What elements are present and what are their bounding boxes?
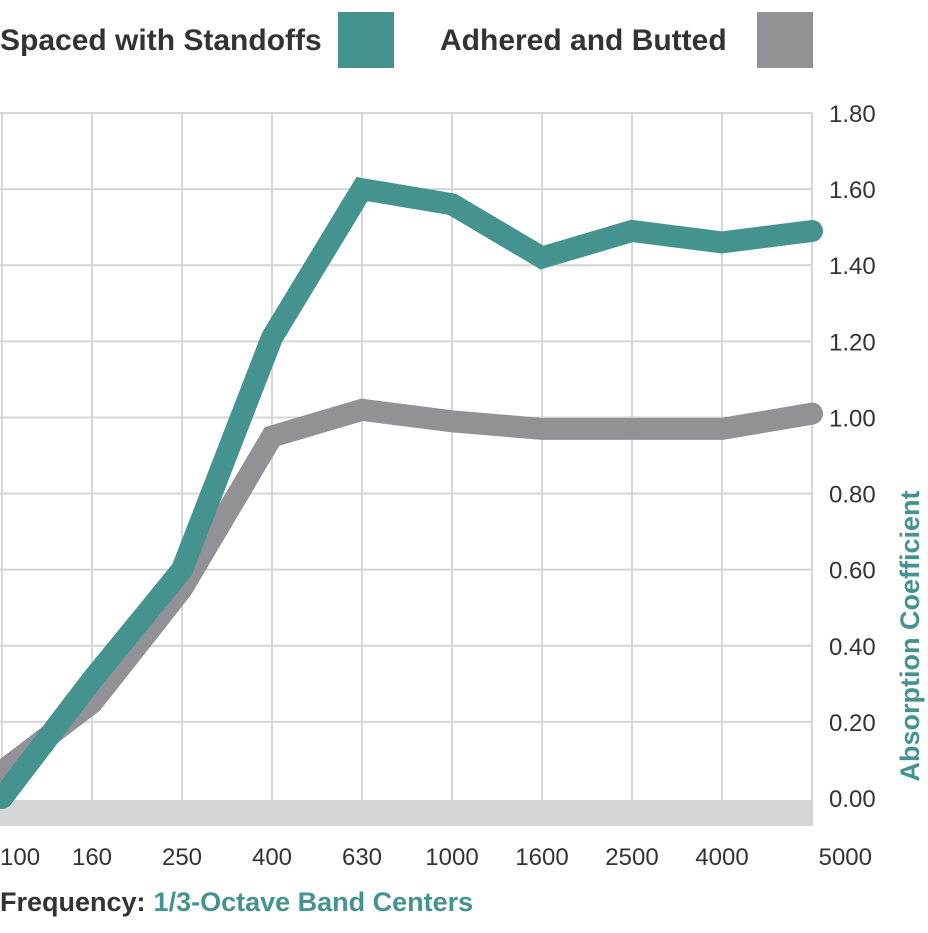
x-axis-title: Frequency: 1/3-Octave Band Centers <box>0 887 473 917</box>
x-tick-label: 1600 <box>515 844 568 871</box>
x-tick-label: 4000 <box>695 844 748 871</box>
legend: Spaced with Standoffs Adhered and Butted <box>0 12 813 68</box>
y-tick-label: 0.20 <box>829 710 876 737</box>
x-axis-ticks: 100 160 250 400 630 1000 1600 2500 4000 5000 <box>0 844 872 871</box>
y-tick-label: 1.60 <box>829 177 876 204</box>
y-tick-label: 0.40 <box>829 634 876 661</box>
y-tick-label: 0.60 <box>829 558 876 585</box>
y-tick-label: 1.00 <box>829 405 876 432</box>
legend-label-adhered-and-butted: Adhered and Butted <box>440 24 727 57</box>
grid <box>0 113 812 826</box>
legend-swatch-adhered-and-butted <box>757 12 813 68</box>
y-tick-label: 0.00 <box>829 786 876 813</box>
legend-label-spaced-with-standoffs: Spaced with Standoffs <box>0 24 322 57</box>
y-tick-label: 1.40 <box>829 253 876 280</box>
y-tick-label: 0.80 <box>829 482 876 509</box>
x-axis-title-prefix: Frequency: <box>0 887 146 917</box>
baseline-band <box>0 800 812 826</box>
x-tick-label: 5000 <box>819 844 872 871</box>
x-tick-label: 250 <box>162 844 202 871</box>
y-axis-ticks: 0.00 0.20 0.40 0.60 0.80 1.00 1.20 1.40 1.60 1.80 <box>829 101 876 813</box>
y-tick-label: 1.20 <box>829 329 876 356</box>
x-tick-label: 160 <box>72 844 112 871</box>
x-tick-label: 100 <box>0 844 40 871</box>
y-tick-label: 1.80 <box>829 101 876 128</box>
x-tick-label: 630 <box>342 844 382 871</box>
x-tick-label: 2500 <box>605 844 658 871</box>
x-tick-label: 400 <box>252 844 292 871</box>
series-line-adhered-and-butted <box>2 410 812 772</box>
x-axis-title-main: 1/3-Octave Band Centers <box>154 887 474 917</box>
legend-swatch-spaced-with-standoffs <box>338 12 394 68</box>
y-axis-title: Absorption Coefficient <box>895 491 925 782</box>
x-tick-label: 1000 <box>425 844 478 871</box>
baseline-band-rect <box>0 800 812 826</box>
